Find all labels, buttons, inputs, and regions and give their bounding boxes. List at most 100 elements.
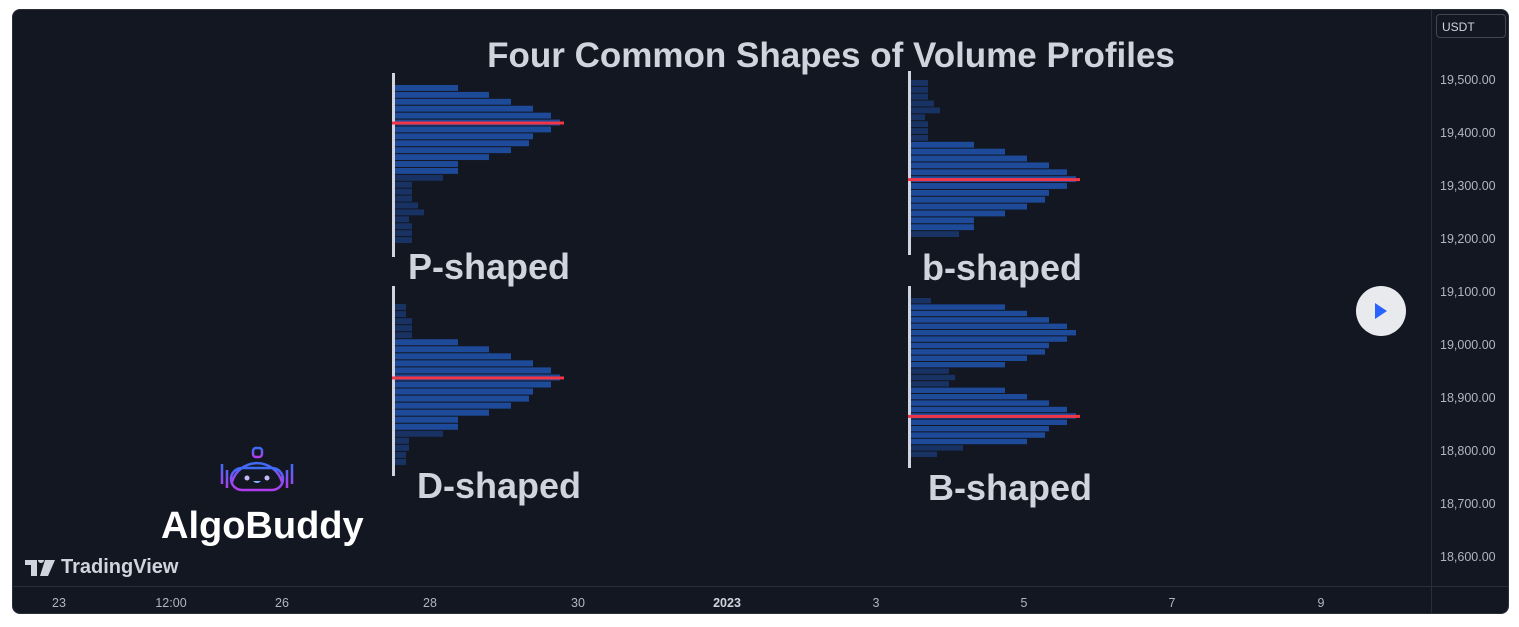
volume-bar bbox=[395, 332, 412, 339]
volume-bar bbox=[395, 195, 412, 202]
volume-bar bbox=[911, 355, 1027, 361]
volume-bar bbox=[911, 438, 1027, 445]
volume-bar bbox=[395, 311, 406, 318]
volume-bar bbox=[395, 395, 529, 402]
volume-bar bbox=[911, 100, 934, 107]
volume-bar bbox=[911, 362, 1005, 368]
price-label: 19,100.00 bbox=[1440, 285, 1496, 299]
price-label: 18,900.00 bbox=[1440, 391, 1496, 405]
volume-bar bbox=[395, 381, 551, 388]
volume-bar bbox=[395, 346, 489, 353]
tradingview-watermark[interactable]: TradingView bbox=[25, 556, 178, 579]
volume-bar bbox=[395, 161, 458, 167]
volume-bar bbox=[395, 409, 489, 416]
robot-logo-icon bbox=[220, 446, 294, 496]
volume-bar bbox=[911, 121, 928, 128]
volume-bar bbox=[911, 374, 955, 381]
volume-bar bbox=[911, 86, 928, 93]
volume-bar bbox=[395, 402, 511, 409]
label-d-shaped: D-shaped bbox=[417, 465, 582, 506]
axis-corner bbox=[1431, 586, 1508, 613]
volume-bar bbox=[911, 394, 1027, 400]
volume-bar bbox=[395, 458, 406, 465]
poc-line bbox=[908, 414, 1080, 418]
volume-bar bbox=[911, 387, 1005, 393]
volume-bar bbox=[395, 416, 458, 423]
volume-bar bbox=[395, 388, 533, 395]
price-label: 18,600.00 bbox=[1440, 550, 1496, 564]
volume-bar bbox=[395, 430, 443, 437]
volume-bar bbox=[395, 423, 458, 430]
volume-bar bbox=[395, 230, 412, 237]
volume-bar bbox=[395, 318, 412, 325]
volume-bar bbox=[911, 141, 974, 148]
volume-bar bbox=[911, 93, 928, 100]
volume-bar bbox=[911, 349, 1045, 355]
tradingview-text: TradingView bbox=[61, 556, 179, 578]
price-label: 19,500.00 bbox=[1440, 73, 1496, 87]
volume-bar bbox=[395, 126, 551, 133]
volume-bar bbox=[395, 112, 551, 119]
volume-bar bbox=[395, 360, 533, 367]
profile-2 bbox=[392, 286, 564, 476]
volume-bar bbox=[911, 114, 925, 121]
price-label: 18,700.00 bbox=[1440, 497, 1496, 511]
volume-bar bbox=[911, 381, 949, 387]
tradingview-logo-icon bbox=[25, 559, 55, 576]
volume-profiles bbox=[392, 71, 1080, 476]
volume-bar bbox=[911, 298, 931, 304]
volume-bar bbox=[911, 317, 1049, 323]
time-label: 30 bbox=[571, 596, 585, 610]
volume-bar bbox=[395, 223, 412, 230]
volume-bar bbox=[395, 367, 551, 374]
volume-bar bbox=[911, 426, 1049, 432]
volume-bar bbox=[911, 134, 928, 141]
profile-3 bbox=[908, 286, 1080, 468]
volume-bar bbox=[911, 162, 1049, 169]
profile-axis-line bbox=[908, 286, 911, 468]
label-b-shaped: b-shaped bbox=[922, 247, 1083, 288]
volume-bar bbox=[911, 107, 940, 114]
profile-1 bbox=[908, 71, 1080, 255]
price-label: 19,000.00 bbox=[1440, 338, 1496, 352]
chart-title: Four Common Shapes of Volume Profiles bbox=[487, 36, 1175, 75]
volume-bar bbox=[911, 419, 1067, 425]
play-icon bbox=[1375, 303, 1387, 319]
volume-bar bbox=[395, 181, 412, 188]
price-axis[interactable]: USDT bbox=[1431, 10, 1508, 586]
volume-bar bbox=[911, 224, 974, 231]
volume-bar bbox=[911, 128, 928, 134]
volume-bar bbox=[395, 85, 458, 91]
volume-bar bbox=[395, 167, 458, 174]
volume-bar bbox=[911, 368, 949, 374]
volume-bar bbox=[911, 304, 1005, 310]
volume-bar bbox=[911, 183, 1067, 189]
time-label: 12:00 bbox=[155, 596, 187, 610]
volume-bar bbox=[395, 91, 489, 98]
volume-bar bbox=[911, 330, 1076, 336]
volume-bar bbox=[395, 339, 458, 346]
currency-selector[interactable]: USDT bbox=[1436, 14, 1506, 38]
price-label: 19,200.00 bbox=[1440, 232, 1496, 246]
play-button[interactable] bbox=[1356, 286, 1406, 336]
volume-bar bbox=[911, 342, 1049, 349]
profile-axis-line bbox=[392, 73, 395, 257]
volume-bar bbox=[911, 169, 1067, 176]
volume-bar bbox=[911, 80, 928, 86]
volume-bar bbox=[395, 188, 412, 195]
volume-bar bbox=[911, 323, 1067, 329]
volume-bar bbox=[911, 310, 1027, 317]
volume-bar bbox=[911, 400, 1049, 406]
time-axis[interactable] bbox=[13, 586, 1431, 613]
label-bb-shaped: B-shaped bbox=[928, 467, 1093, 508]
volume-bar bbox=[911, 148, 1005, 155]
time-label: 7 bbox=[1168, 596, 1176, 610]
volume-bar bbox=[911, 336, 1067, 342]
time-label: 5 bbox=[1020, 596, 1028, 610]
volume-bar bbox=[911, 189, 1049, 196]
volume-bar bbox=[395, 304, 406, 311]
price-label: 18,800.00 bbox=[1440, 444, 1496, 458]
profile-0 bbox=[392, 73, 564, 257]
volume-bar bbox=[911, 406, 1067, 413]
volume-bar bbox=[395, 209, 424, 216]
